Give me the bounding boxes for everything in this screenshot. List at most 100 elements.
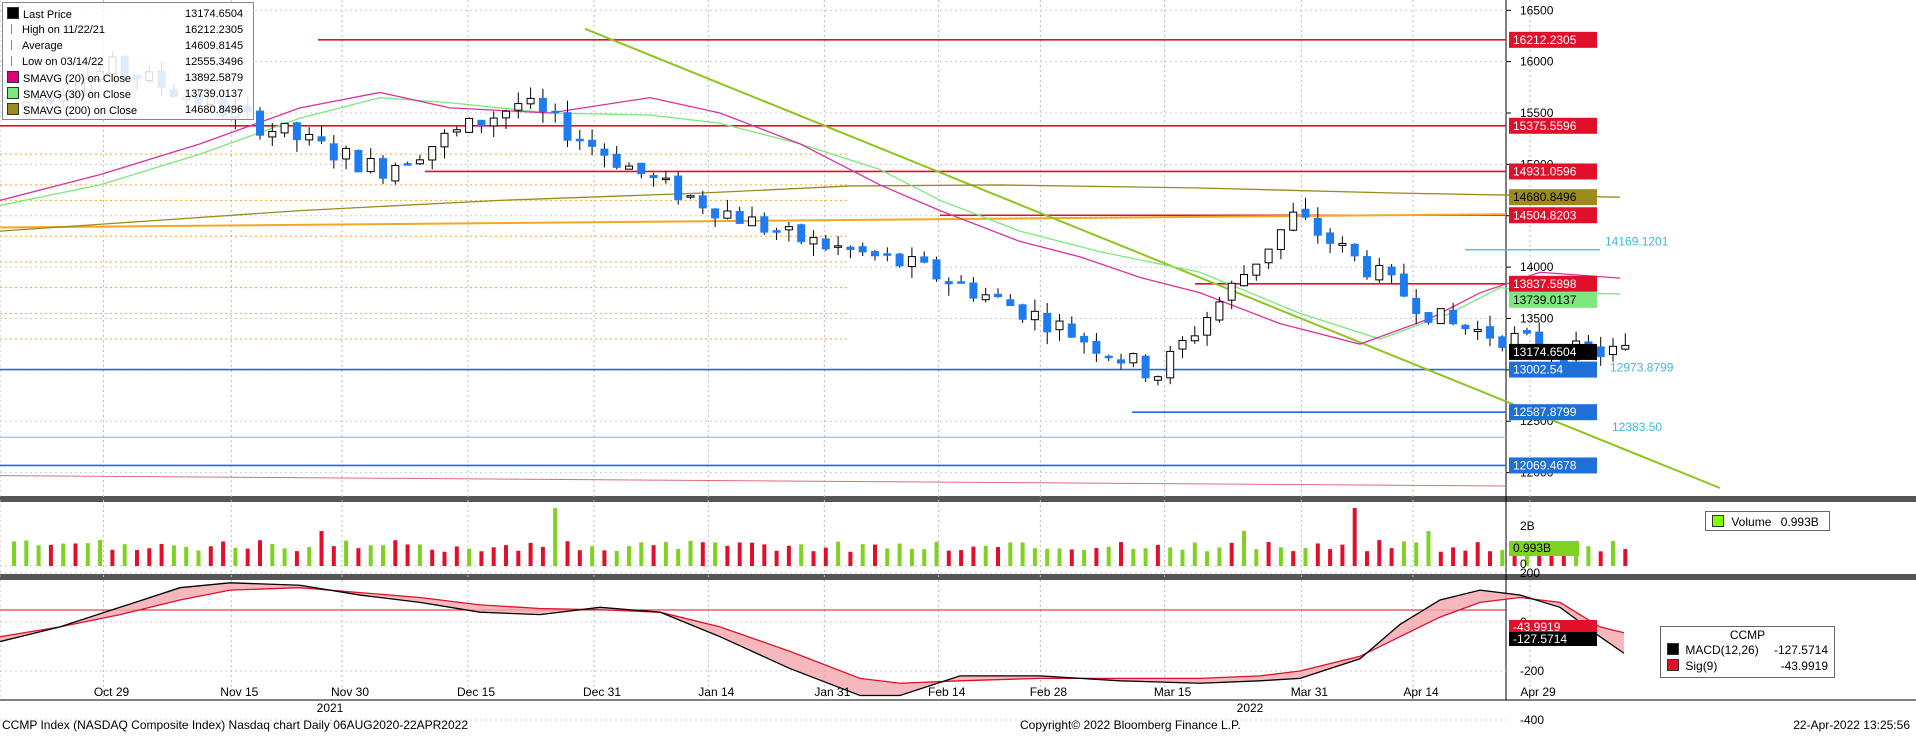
x-tick-label: Mar 31 [1291,685,1329,699]
candle-up [1166,350,1175,379]
legend-swatch-icon [11,24,18,34]
volume-bar [1205,551,1210,566]
candle-down [994,293,1002,298]
volume-bar [1106,546,1111,566]
macd-line [0,582,1625,697]
macd-legend: CCMP MACD(12,26) -127.5714 Sig(9) -43.99… [1660,626,1835,678]
legend-value: 13174.6504 [185,8,244,20]
candle-down [403,163,412,166]
price-tag: 14680.8496 [1509,189,1597,206]
x-tick-label: Dec 15 [457,685,495,699]
volume-bar [491,547,496,566]
volume-bar [1242,531,1246,566]
volume-bar [184,546,189,566]
legend-swatch-icon [11,56,18,66]
price-tag: 13002.54 [1509,361,1597,378]
volume-bar [996,547,1000,566]
candle-down [1080,335,1089,343]
legend-item: Average 14609.8145 [7,39,243,53]
volume-bar [1291,551,1296,566]
price-tag: 12587.8799 [1509,404,1597,421]
candle-down [649,175,658,179]
x-year-label: 2021 [317,701,344,715]
price-tag: 14931.0596 [1509,163,1597,180]
candle-up [1129,353,1138,364]
volume-bar [1463,550,1468,566]
legend-label: Low on 03/14/22 [22,56,104,68]
volume-bar [639,542,644,566]
legend-value: 12555.3496 [185,56,244,68]
volume-bar [700,542,705,566]
macd-tick-label: -200 [1520,664,1544,678]
candle-up [391,164,400,182]
volume-bar [1451,547,1456,566]
legend-label: SMAVG (30) on Close [23,89,132,101]
volume-bar [381,545,385,566]
volume-bar [614,550,619,566]
volume-bar [713,542,718,566]
candle-up [415,159,424,165]
volume-legend-label: Volume [1731,515,1772,529]
candle-down [1301,208,1310,218]
volume-bar [1119,542,1123,566]
volume-bar [1069,549,1074,566]
candle-up [452,129,461,133]
macd-tag-label: -43.9919 [1513,620,1561,634]
candle-up [305,133,314,141]
volume-bar [774,550,779,566]
volume-bar [1303,547,1308,566]
x-tick-label: Nov 15 [220,685,258,699]
level-annotation: 14169.1201 [1605,235,1669,249]
x-tick-label: Jan 14 [698,685,734,699]
y-tick-label: 16500 [1520,3,1554,17]
volume-bar [36,545,41,566]
candle-up [366,158,375,173]
candle-down [1326,232,1335,244]
footer-timestamp: 22-Apr-2022 13:25:56 [1793,718,1910,732]
volume-bar [258,540,262,566]
candle-up [1289,211,1298,231]
candle-up [268,130,277,138]
volume-bar [811,551,816,566]
candle-up [440,132,449,148]
candle-up [1264,248,1273,264]
volume-bar [750,542,754,566]
volume-bar [909,548,914,566]
volume-bar [1328,549,1333,566]
volume-bar [1315,543,1320,566]
candle-down [551,110,560,114]
volume-bar [540,546,545,566]
volume-tag-bg [1509,541,1579,556]
candle-up [723,210,732,219]
volume-bar [98,540,103,566]
volume-bar [405,544,410,566]
volume-bar [110,549,115,566]
volume-bar [651,545,656,566]
volume-bar [1389,548,1394,566]
volume-bar [442,551,447,566]
volume-bar [294,551,299,566]
candle-down [1461,324,1470,330]
volume-bar [786,545,791,566]
candle-down [920,256,929,263]
volume-bar [1340,544,1345,566]
volume-bar [565,541,570,566]
volume-bar [85,543,90,566]
x-tick-label: Oct 29 [94,685,130,699]
volume-bar [344,540,349,566]
volume-bar [1524,549,1529,566]
candle-down [1363,256,1371,278]
candle-down [932,259,941,280]
legend-item: Low on 03/14/22 12555.3496 [7,55,243,69]
volume-bar [1217,547,1222,566]
volume-bar [873,544,877,566]
candle-down [1043,312,1052,333]
candle-down [292,122,301,141]
candle-up [1276,229,1285,250]
legend-item: Last Price 13174.6504 [7,7,243,21]
candle-up [1252,263,1261,276]
candle-down [772,230,781,233]
volume-bar [282,548,287,566]
candle-down [883,253,892,256]
candle-down [858,246,867,253]
